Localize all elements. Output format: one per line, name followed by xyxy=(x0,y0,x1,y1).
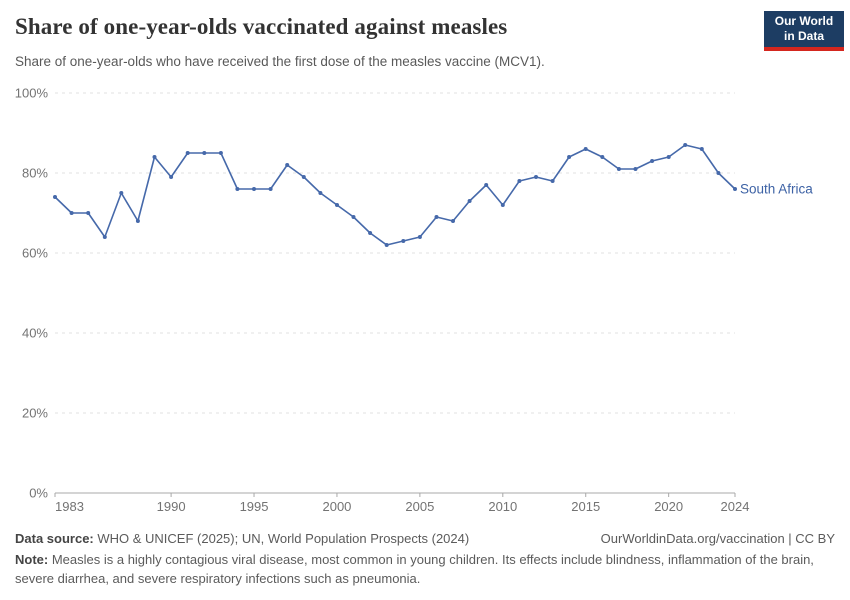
data-source-label: Data source: xyxy=(15,531,94,546)
data-point[interactable] xyxy=(268,187,273,191)
x-tick-label: 2015 xyxy=(571,499,600,514)
data-point[interactable] xyxy=(683,143,688,147)
data-source-text: WHO & UNICEF (2025); UN, World Populatio… xyxy=(93,531,470,546)
x-tick-label: 2020 xyxy=(654,499,683,514)
y-tick-label: 0% xyxy=(29,486,48,501)
series-markers xyxy=(53,143,737,247)
data-point[interactable] xyxy=(301,175,306,179)
data-point[interactable] xyxy=(467,199,472,203)
data-point[interactable] xyxy=(650,159,655,163)
data-point[interactable] xyxy=(666,155,671,159)
y-tick-label: 40% xyxy=(22,326,48,341)
x-tick-label: 1990 xyxy=(157,499,186,514)
data-point[interactable] xyxy=(699,147,704,151)
data-point[interactable] xyxy=(169,175,174,179)
y-tick-label: 80% xyxy=(22,166,48,181)
x-tick-label: 2024 xyxy=(721,499,750,514)
data-point[interactable] xyxy=(534,175,538,179)
data-point[interactable] xyxy=(401,239,406,243)
chart-note: Note: Measles is a highly contagious vir… xyxy=(15,551,835,589)
data-point[interactable] xyxy=(550,179,555,183)
owid-logo-line2: in Data xyxy=(783,29,824,43)
data-point[interactable] xyxy=(335,203,339,207)
data-point[interactable] xyxy=(451,219,455,223)
page-title: Share of one-year-olds vaccinated agains… xyxy=(15,14,508,39)
data-point[interactable] xyxy=(285,163,290,167)
x-tick-label: 2005 xyxy=(405,499,434,514)
series-label-south-africa: South Africa xyxy=(740,182,813,197)
data-point[interactable] xyxy=(567,155,572,159)
data-point[interactable] xyxy=(500,203,505,207)
data-point[interactable] xyxy=(351,215,356,219)
x-axis-ticks: 1983 1990 1995 2000 2005 2010 2015 2020 2024 xyxy=(54,493,750,514)
chart-subtitle: Share of one-year-olds who have received… xyxy=(15,54,545,69)
data-point[interactable] xyxy=(235,187,240,191)
data-point[interactable] xyxy=(517,179,522,183)
line-chart[interactable]: 0% 20% 40% 60% 80% 100% 1983 1990 1995 2000 2005 20… xyxy=(0,0,850,525)
data-point[interactable] xyxy=(135,219,140,223)
data-point[interactable] xyxy=(119,191,124,195)
y-tick-label: 100% xyxy=(15,86,49,101)
attribution-link[interactable]: OurWorldinData.org/vaccination | CC BY xyxy=(600,531,835,546)
chart-note-text: Measles is a highly contagious viral dis… xyxy=(15,552,814,586)
data-source: Data source: WHO & UNICEF (2025); UN, Wo… xyxy=(15,531,469,546)
y-axis: 0% 20% 40% 60% 80% 100% xyxy=(15,86,735,501)
data-point[interactable] xyxy=(102,235,107,239)
series-line-south-africa xyxy=(54,144,736,246)
x-tick-label: 2010 xyxy=(488,499,517,514)
data-point[interactable] xyxy=(716,171,721,175)
data-point[interactable] xyxy=(69,211,74,215)
data-point[interactable] xyxy=(733,187,737,191)
data-point[interactable] xyxy=(434,215,439,219)
data-point[interactable] xyxy=(600,155,605,159)
data-point[interactable] xyxy=(252,187,256,191)
owid-logo: Our World in Data xyxy=(764,11,844,51)
data-point[interactable] xyxy=(202,151,207,155)
data-point[interactable] xyxy=(583,147,588,151)
data-point[interactable] xyxy=(616,167,621,171)
x-tick-label: 1983 xyxy=(55,499,84,514)
data-point[interactable] xyxy=(633,167,638,171)
x-tick-label: 1995 xyxy=(240,499,269,514)
data-point[interactable] xyxy=(417,235,422,239)
data-point[interactable] xyxy=(218,151,223,155)
chart-footer: Data source: WHO & UNICEF (2025); UN, Wo… xyxy=(15,531,835,589)
data-point[interactable] xyxy=(152,155,157,159)
y-tick-label: 20% xyxy=(22,406,48,421)
data-point[interactable] xyxy=(484,183,489,187)
data-point[interactable] xyxy=(384,243,389,247)
x-tick-label: 2000 xyxy=(322,499,351,514)
data-point[interactable] xyxy=(318,191,323,195)
data-point[interactable] xyxy=(185,151,190,155)
data-point[interactable] xyxy=(86,211,91,215)
chart-note-label: Note: xyxy=(15,552,49,567)
data-point[interactable] xyxy=(53,195,57,199)
owid-logo-line1: Our World xyxy=(774,14,834,28)
y-tick-label: 60% xyxy=(22,246,48,261)
data-point[interactable] xyxy=(368,231,373,235)
